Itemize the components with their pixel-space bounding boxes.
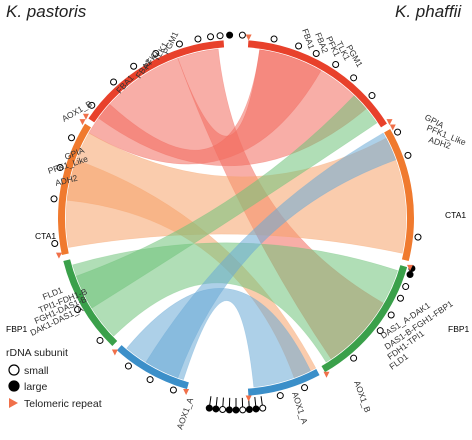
rdna-stem-bottom-0 [261,396,262,406]
rdna-stem-bottom-8 [210,396,211,406]
synteny-ribbons [66,49,406,387]
legend: rDNA subunit small large Telomeric repea… [6,347,102,410]
gene-label-fba1-right: FBA1 [300,27,317,51]
species-right-title: K. phaffii [395,2,462,21]
legend-title: rDNA subunit [6,347,68,359]
rdna-marker-right-orange-2 [415,234,421,240]
rdna-marker-left-green-0 [97,337,103,343]
legend-large-marker [9,381,19,391]
telomere-marker-10 [83,114,89,120]
legend-telomere-marker [9,398,18,408]
rdna-marker-right-orange-1 [405,152,411,158]
rdna-marker-left-orange-1 [51,196,57,202]
rdna-marker-top-2 [227,32,233,38]
gene-label-aox1a-right: AOX1_A [290,391,310,426]
rdna-marker-top-1 [217,33,223,39]
rdna-marker-bottom-0 [260,405,266,411]
rdna-marker-right-blue-1 [277,393,283,399]
rdna-marker-bottom-7 [213,406,219,412]
rdna-marker-bottom-2 [246,407,252,413]
rdna-marker-right-red-0 [271,36,277,42]
rdna-marker-right-blue-0 [302,385,308,391]
rdna-marker-right-red-1 [296,43,302,49]
telomere-marker-4 [324,372,330,378]
rdna-marker-bottom-4 [233,407,239,413]
rdna-marker-left-blue-0 [170,387,176,393]
rdna-marker-bottom-6 [220,407,226,413]
rdna-marker-top-0 [208,34,214,40]
telomere-marker-2 [390,125,396,131]
legend-small-label: small [24,365,49,377]
rdna-marker-right-green-2 [388,312,394,318]
telomere-marker-6 [183,389,189,395]
rdna-marker-right-orange-0 [395,129,401,135]
rdna-marker-right-red-5 [369,93,375,99]
rdna-marker-left-red-1 [111,79,117,85]
species-left-title: K. pastoris [6,2,87,21]
gene-label-aox1a-left: AOX1_A [174,396,195,431]
telomere-marker-5 [246,396,252,402]
rdna-marker-right-red-4 [351,75,357,81]
telomere-marker-1 [386,119,392,125]
rdna-marker-left-blue-1 [147,377,153,383]
legend-telomere-label: Telomeric repeat [24,398,102,410]
rdna-marker-top-3 [239,32,245,38]
legend-small-marker [9,365,19,375]
telomere-marker-9 [80,119,86,125]
gene-label-cta1-right: CTA1 [445,210,466,220]
rdna-marker-right-green-large-1 [407,272,413,278]
rdna-marker-right-red-2 [313,51,319,57]
rdna-marker-bottom-8 [206,405,212,411]
rdna-marker-left-orange-3 [69,135,75,141]
rdna-marker-right-green-1 [397,295,403,301]
rdna-marker-bottom-5 [226,407,232,413]
telomere-marker-8 [56,253,62,259]
rdna-marker-bottom-1 [253,406,259,412]
gene-label-aox1b-left: AOX1_B [60,98,94,123]
rdna-marker-left-red-4 [176,41,182,47]
rdna-marker-left-blue-2 [125,363,131,369]
rdna-marker-bottom-3 [240,407,246,413]
rdna-marker-left-red-2 [131,63,137,69]
gene-label-aox1b-right: AOX1_B [352,379,373,414]
telomere-marker-7 [112,350,118,356]
telomere-marker-0 [246,34,252,40]
rdna-marker-right-red-3 [333,62,339,68]
gene-label-cta1-left: CTA1 [35,231,56,241]
gene-label-fbp1-left: FBP1 [6,324,28,334]
rdna-marker-left-orange-0 [52,240,58,246]
rdna-marker-left-red-5 [195,36,201,42]
rdna-stem-bottom-7 [216,397,217,407]
rdna-marker-right-green-0 [403,284,409,290]
rdna-stem-bottom-1 [255,397,256,407]
gene-label-fbp1-right: FBP1 [448,324,470,334]
legend-large-label: large [24,381,48,393]
rdna-marker-right-green-4 [351,355,357,361]
